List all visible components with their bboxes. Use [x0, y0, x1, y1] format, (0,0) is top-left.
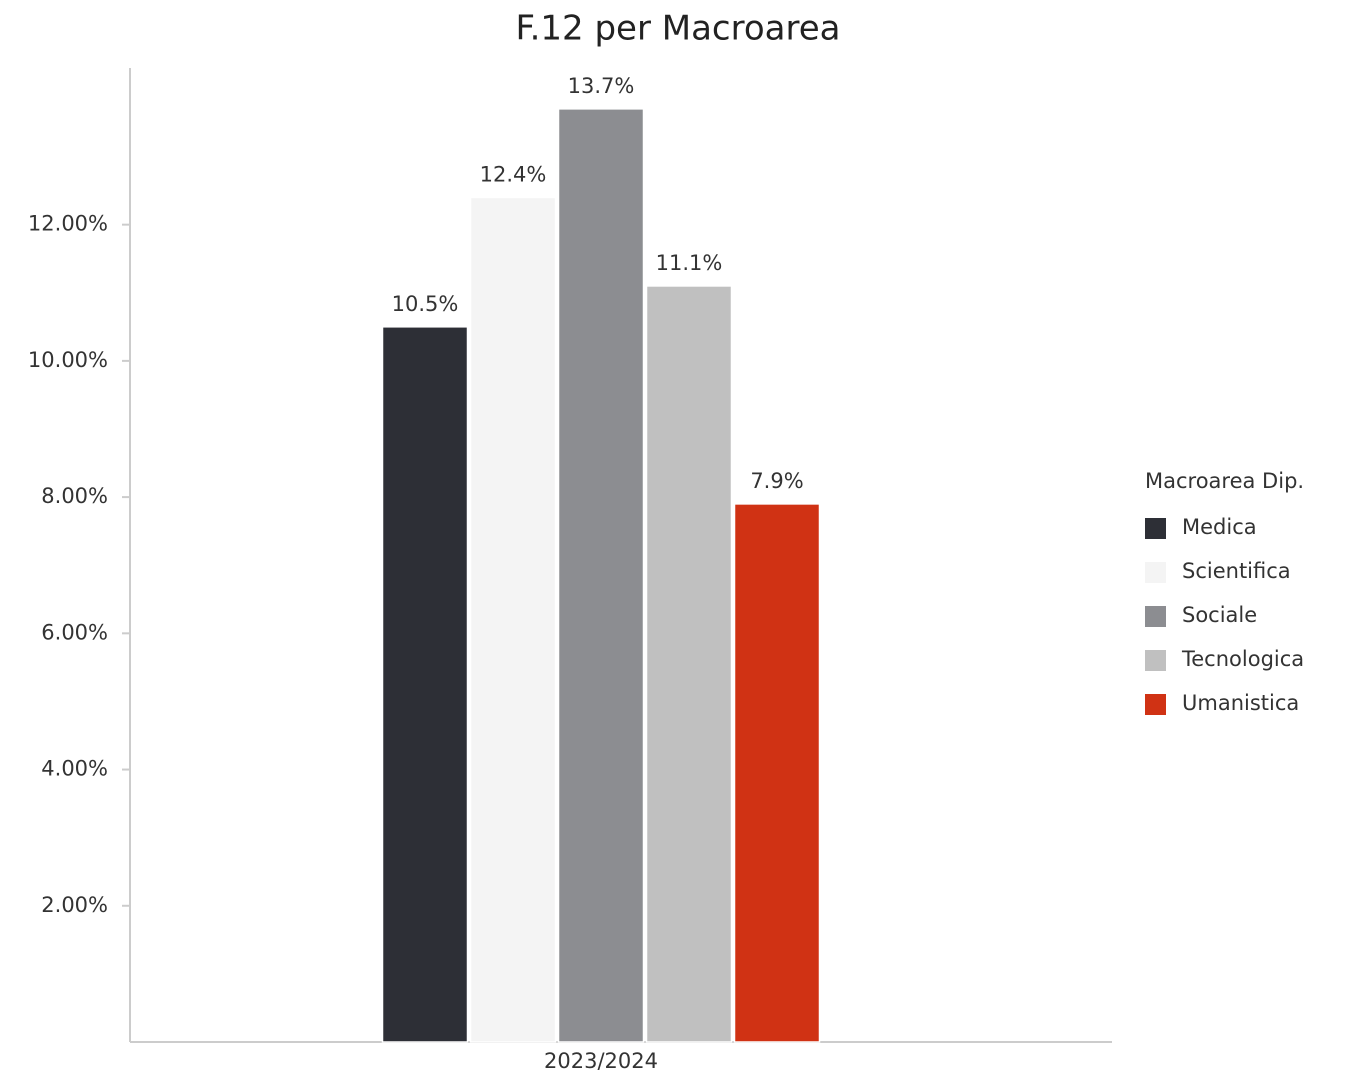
bar [733, 503, 821, 1043]
legend-label[interactable]: Medica [1182, 515, 1257, 539]
legend-swatch[interactable] [1145, 606, 1166, 627]
y-tick-label: 10.00% [28, 348, 108, 372]
data-label: 7.9% [750, 469, 803, 493]
legend-label[interactable]: Scientifica [1182, 559, 1291, 583]
y-tick-label: 12.00% [28, 212, 108, 236]
legend-swatch[interactable] [1145, 650, 1166, 671]
legend-label[interactable]: Tecnologica [1181, 647, 1304, 671]
bar [381, 326, 469, 1043]
legend-title: Macroarea Dip. [1145, 469, 1304, 493]
data-label: 10.5% [392, 292, 459, 316]
legend-swatch[interactable] [1145, 562, 1166, 583]
data-label: 13.7% [568, 74, 635, 98]
legend-label[interactable]: Sociale [1182, 603, 1257, 627]
bar [557, 108, 645, 1043]
x-tick-label: 2023/2024 [544, 1049, 658, 1073]
data-label: 11.1% [656, 251, 723, 275]
data-label: 12.4% [480, 162, 547, 186]
y-tick-label: 2.00% [41, 893, 108, 917]
legend-swatch[interactable] [1145, 518, 1166, 539]
legend-swatch[interactable] [1145, 694, 1166, 715]
y-tick-label: 4.00% [41, 757, 108, 781]
y-tick-label: 8.00% [41, 484, 108, 508]
y-tick-label: 6.00% [41, 620, 108, 644]
bar [645, 285, 733, 1043]
legend-label[interactable]: Umanistica [1182, 691, 1299, 715]
bar [469, 196, 557, 1043]
chart-title: F.12 per Macroarea [516, 9, 841, 49]
